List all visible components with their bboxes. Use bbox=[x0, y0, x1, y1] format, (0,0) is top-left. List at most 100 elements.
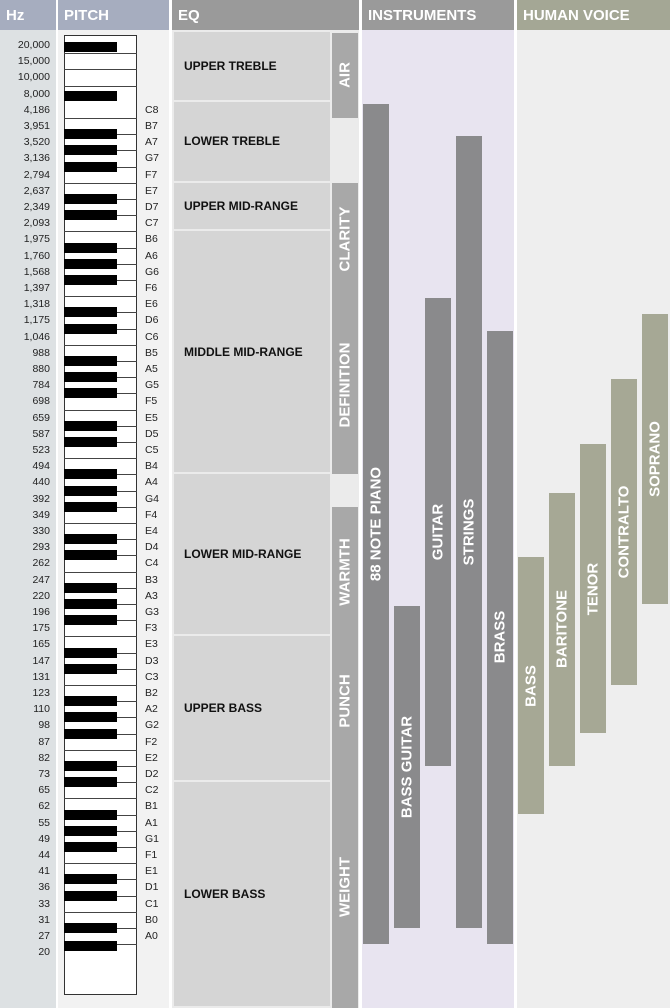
hz-label: 55 bbox=[38, 816, 50, 829]
note-label: C2 bbox=[145, 784, 159, 797]
voice-bar bbox=[518, 557, 544, 815]
eq-range-box: UPPER BASS bbox=[174, 636, 330, 781]
note-label: D1 bbox=[145, 881, 159, 894]
note-label: A4 bbox=[145, 476, 158, 489]
eq-range-label: UPPER BASS bbox=[184, 701, 263, 716]
eq-band-label: PUNCH bbox=[336, 674, 354, 728]
instrument-bar bbox=[456, 136, 482, 928]
black-key bbox=[64, 696, 117, 707]
black-key bbox=[64, 388, 117, 399]
instrument-bar bbox=[425, 298, 451, 766]
hz-label: 1,397 bbox=[23, 282, 50, 294]
hz-label: 659 bbox=[32, 411, 50, 424]
piano-key-line bbox=[64, 296, 137, 298]
hz-label: 147 bbox=[32, 654, 50, 667]
piano-key-line bbox=[64, 571, 137, 573]
hz-label: 36 bbox=[38, 881, 50, 894]
eq-range-box: LOWER MID-RANGE bbox=[174, 474, 330, 635]
hz-label: 1,046 bbox=[23, 330, 50, 343]
hz-label: 1,568 bbox=[23, 265, 50, 278]
black-key bbox=[64, 161, 117, 172]
hz-label: 262 bbox=[32, 557, 50, 570]
note-label: B3 bbox=[145, 573, 158, 586]
note-label: B5 bbox=[145, 346, 158, 359]
note-label: B6 bbox=[145, 233, 158, 246]
voice-label: BARITONE bbox=[553, 590, 571, 669]
black-key bbox=[64, 598, 117, 609]
black-key bbox=[64, 210, 117, 221]
hz-label: 494 bbox=[32, 460, 50, 473]
eq-band-label: CLARITY bbox=[336, 206, 354, 272]
black-key bbox=[64, 242, 117, 253]
black-key bbox=[64, 941, 117, 952]
black-key bbox=[64, 922, 117, 933]
piano-key-line bbox=[64, 911, 137, 913]
piano-key-line bbox=[64, 798, 137, 800]
note-label: C4 bbox=[145, 557, 159, 570]
piano-line bbox=[64, 69, 137, 71]
piano-key-line bbox=[64, 344, 137, 346]
note-label: A5 bbox=[145, 363, 158, 375]
black-key bbox=[64, 663, 117, 674]
hz-label: 220 bbox=[32, 589, 50, 602]
hz-label: 784 bbox=[32, 379, 50, 392]
note-label: E4 bbox=[145, 525, 158, 537]
hz-label: 10,000 bbox=[17, 71, 50, 84]
hz-label: 3,520 bbox=[23, 136, 50, 149]
black-key bbox=[64, 193, 117, 204]
hz-label: 2,093 bbox=[23, 217, 50, 230]
note-label: D6 bbox=[145, 314, 159, 327]
voice-label: TENOR bbox=[584, 562, 602, 615]
hz-label: 349 bbox=[32, 508, 50, 521]
hz-label: 27 bbox=[38, 930, 50, 942]
black-key bbox=[64, 469, 117, 480]
note-label: E2 bbox=[145, 751, 158, 764]
hz-label: 3,951 bbox=[23, 120, 50, 132]
pitch-header: PITCH bbox=[58, 0, 169, 30]
eq-range-box: UPPER TREBLE bbox=[174, 32, 330, 100]
note-label: D3 bbox=[145, 654, 159, 667]
note-label: F2 bbox=[145, 735, 158, 748]
note-label: G2 bbox=[145, 719, 160, 732]
note-label: E3 bbox=[145, 638, 158, 651]
note-label: F6 bbox=[145, 282, 158, 294]
piano-key-line bbox=[64, 458, 137, 460]
hz-label: 3,136 bbox=[23, 152, 50, 165]
hz-label: 988 bbox=[32, 346, 50, 359]
piano-key-line bbox=[64, 749, 137, 751]
hz-label: 175 bbox=[32, 622, 50, 635]
hz-label: 33 bbox=[38, 897, 50, 910]
black-key bbox=[64, 42, 117, 52]
note-label: E7 bbox=[145, 184, 158, 197]
hz-label: 698 bbox=[32, 395, 50, 408]
black-key bbox=[64, 129, 117, 140]
voice-bar bbox=[611, 379, 637, 685]
eq-band-bar bbox=[332, 33, 358, 118]
piano-key-line bbox=[64, 863, 137, 865]
divider-line bbox=[514, 0, 517, 1008]
eq-range-label: MIDDLE MID-RANGE bbox=[184, 344, 303, 359]
hz-label: 41 bbox=[38, 865, 50, 878]
black-key bbox=[64, 323, 117, 334]
black-key bbox=[64, 372, 117, 383]
note-label: F1 bbox=[145, 849, 158, 861]
note-label: C5 bbox=[145, 444, 159, 456]
note-label: E6 bbox=[145, 298, 158, 311]
hz-label: 440 bbox=[32, 476, 50, 489]
voice-bar bbox=[580, 443, 606, 734]
note-label: D5 bbox=[145, 427, 159, 440]
hz-label: 1,975 bbox=[23, 233, 50, 246]
voice-label: CONTRALTO bbox=[615, 485, 633, 579]
hz-label: 44 bbox=[38, 849, 50, 861]
hz-label: 49 bbox=[38, 832, 50, 845]
voice-label: SOPRANO bbox=[646, 421, 664, 498]
piano-key-line bbox=[64, 231, 137, 233]
divider-line bbox=[169, 0, 172, 1008]
hz-label: 2,349 bbox=[23, 201, 50, 213]
eq-range-label: UPPER TREBLE bbox=[184, 58, 277, 73]
note-label: G1 bbox=[145, 832, 160, 845]
black-key bbox=[64, 550, 117, 561]
hz-label: 31 bbox=[38, 913, 50, 926]
eq-band-bar bbox=[332, 765, 358, 1008]
